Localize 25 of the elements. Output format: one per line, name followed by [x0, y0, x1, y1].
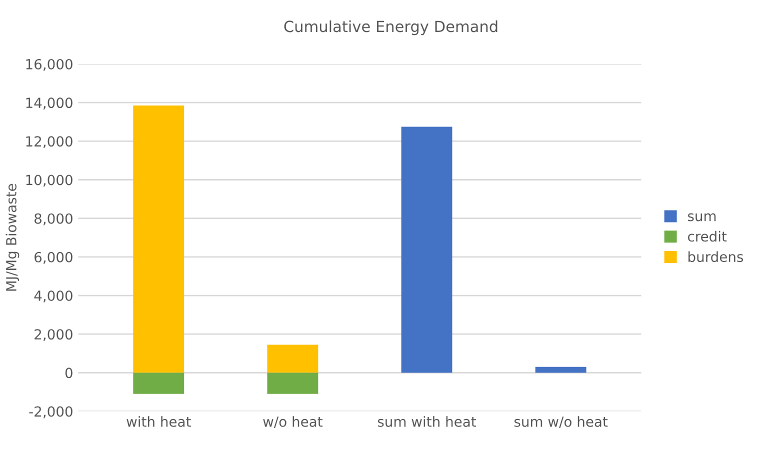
y-tick-label: 8,000 — [34, 213, 72, 226]
legend-label: credit — [688, 230, 727, 242]
y-tick-label: 6,000 — [34, 252, 72, 264]
y-tick-label: 10,000 — [26, 174, 72, 187]
legend-label: sum — [688, 213, 716, 222]
bar — [401, 126, 452, 373]
legend-label: burdens — [688, 251, 744, 262]
bar — [267, 372, 318, 394]
y-tick-label: 0 — [65, 368, 72, 378]
y-tick-label: 14,000 — [26, 98, 72, 110]
x-tick-label: with heat — [126, 416, 191, 427]
y-tick-label: 16,000 — [26, 58, 72, 71]
x-tick-label: sum w/o heat — [514, 416, 608, 428]
x-tick-label: w/o heat — [263, 416, 322, 428]
bar — [133, 372, 184, 394]
y-tick-label: 12,000 — [26, 136, 72, 148]
y-tick-label: 4,000 — [34, 290, 72, 302]
y-tick-label: 2,000 — [34, 329, 72, 342]
y-axis-title: MJ/Mg Biowaste — [6, 184, 20, 291]
x-tick-label: sum with heat — [378, 416, 476, 427]
bar — [267, 344, 318, 373]
bar — [535, 366, 586, 373]
bar — [133, 105, 184, 373]
chart-title: Cumulative Energy Demand — [284, 20, 498, 36]
y-tick-label: -2,000 — [29, 406, 72, 418]
